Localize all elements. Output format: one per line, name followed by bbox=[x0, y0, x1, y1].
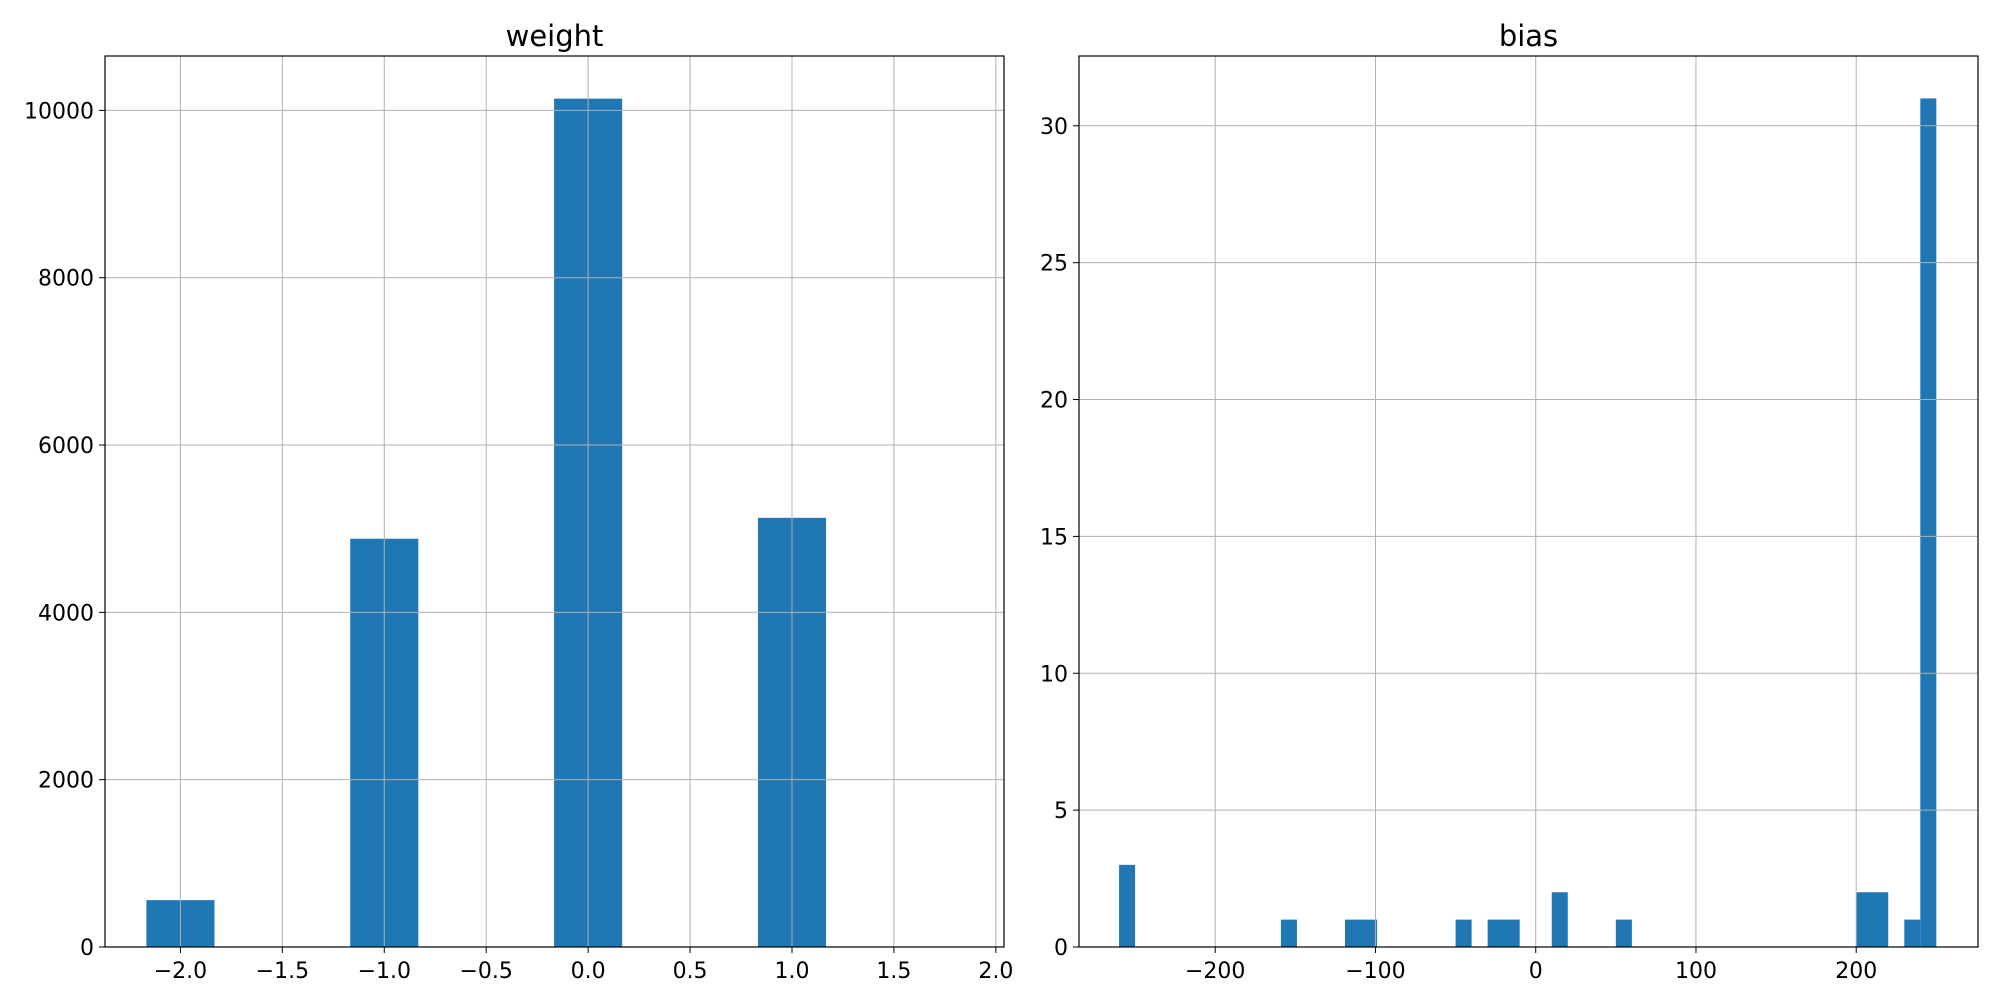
x-tick-label: 100 bbox=[1675, 959, 1717, 984]
histogram-bar bbox=[1551, 892, 1568, 947]
x-tick-label: −2.0 bbox=[154, 959, 207, 984]
x-tick-label: −100 bbox=[1345, 959, 1405, 984]
histogram-bar bbox=[1904, 919, 1921, 947]
x-tick-label: −0.5 bbox=[459, 959, 512, 984]
y-tick-label: 2000 bbox=[38, 769, 94, 794]
y-tick-label: 0 bbox=[80, 936, 94, 961]
y-tick-label: 10000 bbox=[24, 99, 94, 124]
plot-frame bbox=[104, 55, 1005, 948]
y-tick-label: 8000 bbox=[38, 267, 94, 292]
y-tick-label: 30 bbox=[1040, 115, 1068, 140]
x-tick-label: 0.5 bbox=[673, 959, 708, 984]
histogram-bar bbox=[1119, 864, 1136, 947]
x-tick-label: 0.0 bbox=[571, 959, 606, 984]
plot-frame bbox=[1078, 55, 1979, 948]
histogram-bar bbox=[1455, 919, 1472, 947]
bias-histogram-panel: −200 −100 0 100 200 0 5 10 15 20 25 30 bias bbox=[1040, 19, 1979, 984]
x-tick-label: −1.5 bbox=[256, 959, 309, 984]
x-tick-label: 1.0 bbox=[774, 959, 809, 984]
chart-title: weight bbox=[506, 19, 604, 53]
chart-title: bias bbox=[1499, 19, 1558, 53]
y-tick-label: 0 bbox=[1054, 936, 1068, 961]
y-tick-label: 6000 bbox=[38, 434, 94, 459]
y-tick-label: 25 bbox=[1040, 252, 1068, 277]
histogram-bar bbox=[1280, 919, 1297, 947]
histogram-bar bbox=[1856, 892, 1889, 947]
y-tick-label: 20 bbox=[1040, 389, 1068, 414]
x-tick-label: 200 bbox=[1835, 959, 1877, 984]
y-tick-label: 4000 bbox=[38, 601, 94, 626]
histogram-bar bbox=[1345, 919, 1378, 947]
weight-histogram-panel: −2.0 −1.5 −1.0 −0.5 0.0 0.5 1.0 1.5 2.0 0 2000 4000… bbox=[24, 19, 1013, 984]
x-tick-label: 0 bbox=[1529, 959, 1543, 984]
histogram-bar bbox=[1920, 98, 1937, 947]
histogram-bar bbox=[1615, 919, 1632, 947]
x-tick-label: −200 bbox=[1185, 959, 1245, 984]
y-tick-label: 5 bbox=[1054, 799, 1068, 824]
x-tick-label: 1.5 bbox=[876, 959, 911, 984]
y-tick-label: 15 bbox=[1040, 525, 1068, 550]
histogram-bar bbox=[1487, 919, 1520, 947]
x-tick-label: −1.0 bbox=[358, 959, 411, 984]
y-tick-label: 10 bbox=[1040, 662, 1068, 687]
x-tick-label: 2.0 bbox=[978, 959, 1013, 984]
